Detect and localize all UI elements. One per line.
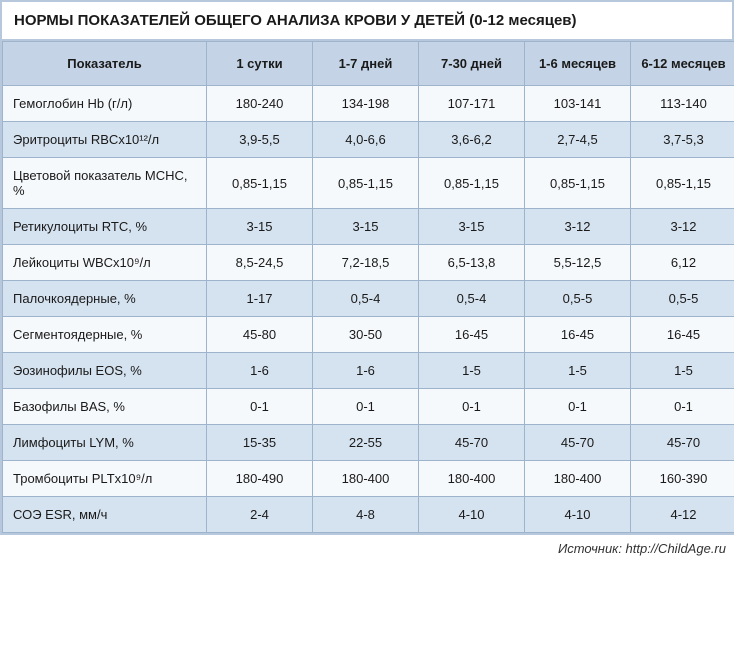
- value-cell: 2,7-4,5: [525, 122, 631, 158]
- parameter-label: Цветовой показатель MCHC, %: [3, 158, 207, 209]
- value-cell: 3-15: [313, 209, 419, 245]
- parameter-label: Ретикулоциты RTC, %: [3, 209, 207, 245]
- col-header-1-6months: 1-6 месяцев: [525, 42, 631, 86]
- parameter-label: Лимфоциты LYM, %: [3, 425, 207, 461]
- parameter-label: Сегментоядерные, %: [3, 317, 207, 353]
- value-cell: 1-17: [207, 281, 313, 317]
- value-cell: 2-4: [207, 497, 313, 533]
- value-cell: 180-400: [419, 461, 525, 497]
- value-cell: 0-1: [313, 389, 419, 425]
- col-header-1day: 1 сутки: [207, 42, 313, 86]
- value-cell: 3-15: [207, 209, 313, 245]
- table-row: Эритроциты RBCx10¹²/л3,9-5,54,0-6,63,6-6…: [3, 122, 734, 158]
- value-cell: 4-10: [525, 497, 631, 533]
- value-cell: 45-70: [631, 425, 734, 461]
- value-cell: 16-45: [525, 317, 631, 353]
- value-cell: 45-70: [419, 425, 525, 461]
- value-cell: 0-1: [207, 389, 313, 425]
- value-cell: 5,5-12,5: [525, 245, 631, 281]
- value-cell: 0,85-1,15: [631, 158, 734, 209]
- table-row: Сегментоядерные, %45-8030-5016-4516-4516…: [3, 317, 734, 353]
- value-cell: 22-55: [313, 425, 419, 461]
- col-header-1-7days: 1-7 дней: [313, 42, 419, 86]
- value-cell: 1-6: [313, 353, 419, 389]
- value-cell: 0,5-5: [525, 281, 631, 317]
- value-cell: 3,7-5,3: [631, 122, 734, 158]
- value-cell: 4-10: [419, 497, 525, 533]
- value-cell: 180-400: [525, 461, 631, 497]
- table-row: Ретикулоциты RTC, %3-153-153-153-123-12: [3, 209, 734, 245]
- table-row: Лимфоциты LYM, %15-3522-5545-7045-7045-7…: [3, 425, 734, 461]
- value-cell: 0-1: [631, 389, 734, 425]
- value-cell: 0,85-1,15: [525, 158, 631, 209]
- value-cell: 113-140: [631, 86, 734, 122]
- value-cell: 45-80: [207, 317, 313, 353]
- value-cell: 0,85-1,15: [207, 158, 313, 209]
- parameter-label: Эозинофилы EOS, %: [3, 353, 207, 389]
- value-cell: 1-6: [207, 353, 313, 389]
- parameter-label: Тромбоциты PLTx10⁹/л: [3, 461, 207, 497]
- source-attribution: Источник: http://ChildAge.ru: [0, 535, 734, 560]
- parameter-label: СОЭ ESR, мм/ч: [3, 497, 207, 533]
- table-container: НОРМЫ ПОКАЗАТЕЛЕЙ ОБЩЕГО АНАЛИЗА КРОВИ У…: [0, 0, 734, 535]
- value-cell: 3,9-5,5: [207, 122, 313, 158]
- table-title: НОРМЫ ПОКАЗАТЕЛЕЙ ОБЩЕГО АНАЛИЗА КРОВИ У…: [2, 2, 732, 41]
- value-cell: 3-15: [419, 209, 525, 245]
- value-cell: 3,6-6,2: [419, 122, 525, 158]
- value-cell: 3-12: [525, 209, 631, 245]
- value-cell: 45-70: [525, 425, 631, 461]
- col-header-7-30days: 7-30 дней: [419, 42, 525, 86]
- table-row: Тромбоциты PLTx10⁹/л180-490180-400180-40…: [3, 461, 734, 497]
- table-row: Лейкоциты WBCx10⁹/л8,5-24,57,2-18,56,5-1…: [3, 245, 734, 281]
- value-cell: 6,5-13,8: [419, 245, 525, 281]
- value-cell: 180-400: [313, 461, 419, 497]
- value-cell: 4-12: [631, 497, 734, 533]
- parameter-label: Палочкоядерные, %: [3, 281, 207, 317]
- value-cell: 0,5-4: [313, 281, 419, 317]
- value-cell: 30-50: [313, 317, 419, 353]
- value-cell: 160-390: [631, 461, 734, 497]
- table-row: Цветовой показатель MCHC, %0,85-1,150,85…: [3, 158, 734, 209]
- value-cell: 1-5: [525, 353, 631, 389]
- header-row: Показатель 1 сутки 1-7 дней 7-30 дней 1-…: [3, 42, 734, 86]
- table-row: Базофилы BAS, %0-10-10-10-10-1: [3, 389, 734, 425]
- value-cell: 1-5: [631, 353, 734, 389]
- value-cell: 0,5-4: [419, 281, 525, 317]
- table-row: Эозинофилы EOS, %1-61-61-51-51-5: [3, 353, 734, 389]
- value-cell: 16-45: [631, 317, 734, 353]
- value-cell: 134-198: [313, 86, 419, 122]
- table-body: Гемоглобин Hb (г/л)180-240134-198107-171…: [3, 86, 734, 533]
- col-header-parameter: Показатель: [3, 42, 207, 86]
- parameter-label: Лейкоциты WBCx10⁹/л: [3, 245, 207, 281]
- parameter-label: Эритроциты RBCx10¹²/л: [3, 122, 207, 158]
- value-cell: 0-1: [419, 389, 525, 425]
- value-cell: 8,5-24,5: [207, 245, 313, 281]
- value-cell: 7,2-18,5: [313, 245, 419, 281]
- value-cell: 6,12: [631, 245, 734, 281]
- value-cell: 15-35: [207, 425, 313, 461]
- table-row: СОЭ ESR, мм/ч2-44-84-104-104-12: [3, 497, 734, 533]
- value-cell: 0-1: [525, 389, 631, 425]
- value-cell: 16-45: [419, 317, 525, 353]
- col-header-6-12months: 6-12 месяцев: [631, 42, 734, 86]
- table-row: Палочкоядерные, %1-170,5-40,5-40,5-50,5-…: [3, 281, 734, 317]
- parameter-label: Базофилы BAS, %: [3, 389, 207, 425]
- value-cell: 0,85-1,15: [313, 158, 419, 209]
- value-cell: 107-171: [419, 86, 525, 122]
- value-cell: 3-12: [631, 209, 734, 245]
- value-cell: 103-141: [525, 86, 631, 122]
- value-cell: 180-240: [207, 86, 313, 122]
- value-cell: 0,5-5: [631, 281, 734, 317]
- value-cell: 4-8: [313, 497, 419, 533]
- value-cell: 0,85-1,15: [419, 158, 525, 209]
- blood-norms-table: Показатель 1 сутки 1-7 дней 7-30 дней 1-…: [2, 41, 734, 533]
- parameter-label: Гемоглобин Hb (г/л): [3, 86, 207, 122]
- table-row: Гемоглобин Hb (г/л)180-240134-198107-171…: [3, 86, 734, 122]
- value-cell: 1-5: [419, 353, 525, 389]
- value-cell: 4,0-6,6: [313, 122, 419, 158]
- value-cell: 180-490: [207, 461, 313, 497]
